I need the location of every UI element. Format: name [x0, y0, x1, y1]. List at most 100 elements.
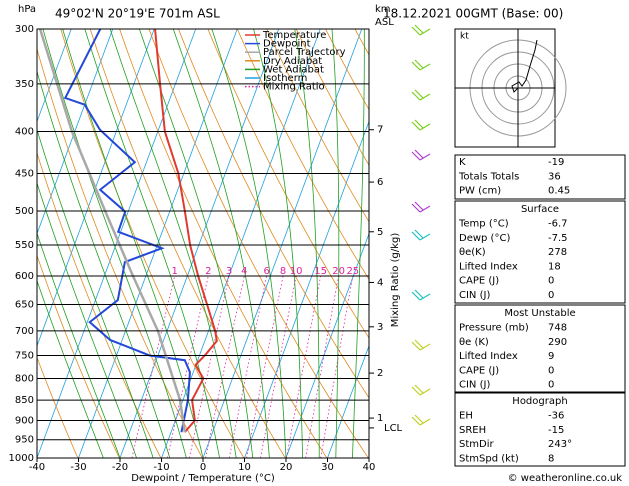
isotherm [244, 120, 369, 458]
wind-barb [411, 89, 431, 101]
legend-label: Dewpoint [263, 39, 311, 50]
wind-barb [411, 289, 431, 301]
barb-staff [419, 153, 431, 161]
index-value: 0 [548, 276, 554, 287]
wind-barb [411, 384, 431, 396]
isotherm [37, 29, 197, 458]
y-tick-label: 550 [15, 240, 34, 251]
mixing-ratio-label: 6 [264, 266, 270, 277]
km-tick-label: 4 [377, 277, 383, 288]
y-tick-label: 500 [15, 206, 34, 217]
wet-adiabat [352, 29, 365, 458]
hodo-path [511, 39, 538, 93]
table-box [454, 392, 626, 467]
isotherm [37, 29, 114, 235]
y-tick-label: 350 [15, 79, 34, 90]
section-heading: Surface [521, 204, 559, 215]
profiles [38, 29, 218, 433]
dry-adiabat [620, 29, 629, 458]
mixing-ratio-label: 10 [290, 266, 303, 277]
dry-adiabat [266, 29, 369, 223]
wind-barb [411, 414, 431, 426]
km-tick-label: 2 [377, 368, 383, 379]
isotherm [37, 29, 72, 123]
index-name: Totals Totals [458, 171, 519, 182]
barb-flag [411, 61, 421, 71]
wet-adiabat [368, 450, 369, 458]
index-name: CIN (J) [459, 290, 490, 301]
index-value: -7.5 [548, 233, 568, 244]
barb-staff [419, 123, 431, 131]
wind-barb [411, 149, 431, 161]
mixing-ratio-label: 20 [332, 266, 345, 277]
y-tick-label: 800 [15, 373, 34, 384]
hodo-unit: kt [460, 32, 469, 42]
isotherm [327, 344, 369, 458]
wind-barb [411, 229, 431, 241]
index-value: 0 [548, 365, 554, 376]
x-tick-label: 20 [280, 462, 293, 473]
barb-flag [411, 151, 421, 161]
km-tick-label: 6 [377, 177, 383, 188]
wet-adiabat [253, 29, 303, 458]
mixing-ratio-line [131, 275, 176, 458]
barb-staff [419, 93, 431, 101]
y-tick-label: 900 [15, 415, 34, 426]
hodograph: kt [454, 28, 567, 148]
barb-flag [411, 203, 421, 213]
y-tick-label: 950 [15, 435, 34, 446]
index-value: 8 [548, 453, 554, 464]
legend-label: Temperature [262, 30, 326, 41]
footer: © weatheronline.co.uk [508, 473, 623, 484]
isotherm [161, 29, 321, 458]
mixing-ratio-label: 25 [346, 266, 359, 277]
x-tick-label: -20 [112, 462, 128, 473]
index-name: K [459, 157, 466, 168]
asl-label: ASL [375, 17, 394, 28]
table-box [454, 304, 626, 393]
x-tick-label: 40 [363, 462, 376, 473]
barb-flag [414, 24, 424, 34]
index-value: 278 [548, 247, 567, 258]
x-label: Dewpoint / Temperature (°C) [131, 473, 275, 484]
km-tick-label: 3 [377, 322, 383, 333]
index-value: 0 [548, 290, 554, 301]
legend-label: Dry Adiabat [263, 56, 322, 67]
index-value: 18 [548, 261, 561, 272]
legend-label: Wet Adiabat [263, 64, 324, 75]
index-name: CIN (J) [459, 380, 490, 391]
barb-flag [414, 339, 424, 349]
mixing-ratio-line [246, 275, 284, 458]
legend-label: Mixing Ratio [263, 82, 325, 93]
barb-staff [419, 63, 431, 71]
lcl-label: LCL [384, 423, 403, 434]
barb-staff [419, 293, 431, 301]
km-tick-label: 1 [377, 413, 383, 424]
section-heading: Hodograph [512, 396, 567, 407]
x-tick-label: 30 [321, 462, 334, 473]
index-name: CAPE (J) [459, 276, 499, 287]
y-tick-label: 1000 [9, 453, 34, 464]
barb-flag [411, 291, 421, 301]
barb-flag [411, 231, 421, 241]
barb-flag [414, 289, 424, 299]
section-heading: Most Unstable [504, 308, 575, 319]
index-name: Lifted Index [459, 351, 518, 362]
index-name: CAPE (J) [459, 365, 499, 376]
index-name: θe (K) [459, 337, 489, 348]
mixing-label: Mixing Ratio (g/kg) [390, 233, 401, 328]
km-tick-label: 7 [377, 125, 383, 136]
index-value: 0.45 [548, 186, 570, 197]
index-name: θe(K) [459, 247, 486, 258]
index-name: Temp (°C) [458, 219, 509, 230]
mixing-ratio-label: 3 [226, 266, 232, 277]
dry-adiabat [60, 29, 245, 458]
dry-adiabat [236, 29, 369, 281]
km-tick-label: 5 [377, 227, 383, 238]
y-unit: hPa [18, 4, 36, 15]
x-tick-label: -40 [29, 462, 45, 473]
dry-adiabat [295, 29, 369, 167]
barb-staff [419, 343, 431, 351]
index-value: 0 [548, 380, 554, 391]
barb-flag [411, 341, 421, 351]
